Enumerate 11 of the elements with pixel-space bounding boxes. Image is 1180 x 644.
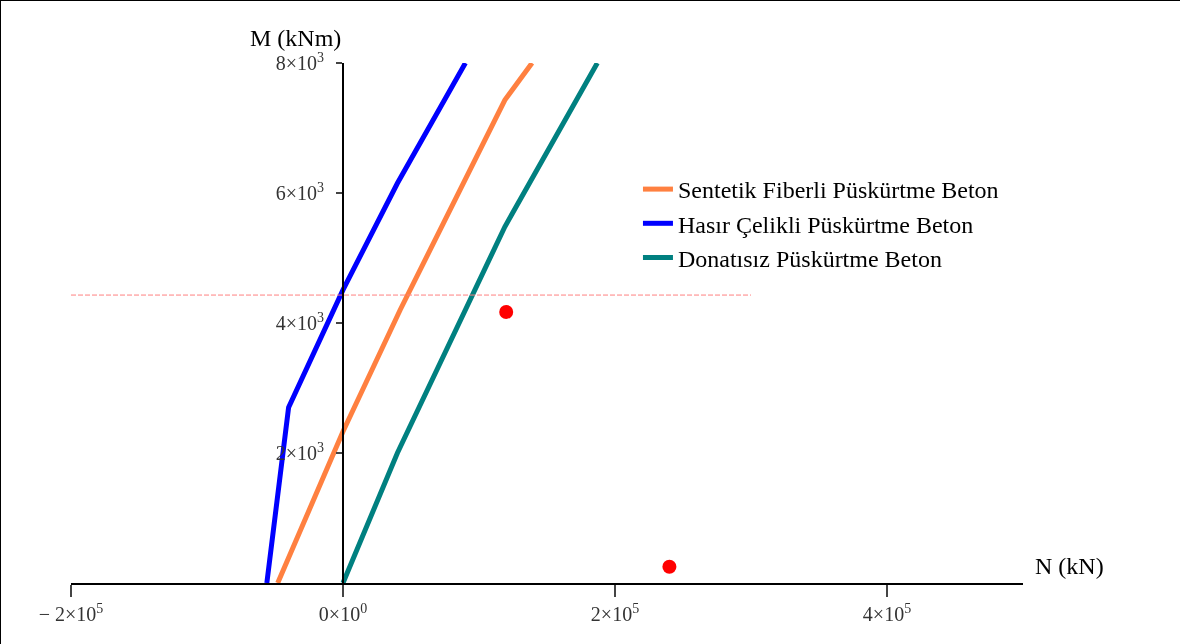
legend-label: Hasır Çelikli Püskürtme Beton (677, 211, 974, 238)
y-axis-title: M (kNm) (250, 25, 342, 51)
x-tick-label: 2×10$^{5}$ (590, 600, 640, 625)
x-tick-label: 4×10$^{5}$ (862, 600, 912, 625)
x-tick-label: − 2×10$^{5}$ (38, 600, 104, 625)
y-tick-label: 4×10$^{3}$ (275, 309, 324, 334)
legend-label: Donatısız Püskürtme Beton (677, 245, 942, 272)
x-axis-title: N (kN) (1035, 553, 1104, 579)
y-tick-label: 6×10$^{3}$ (275, 179, 324, 204)
x-tick-label: 0×10$^{0}$ (318, 600, 368, 625)
legend-label: Sentetik Fiberli Püskürtme Beton (677, 177, 999, 204)
